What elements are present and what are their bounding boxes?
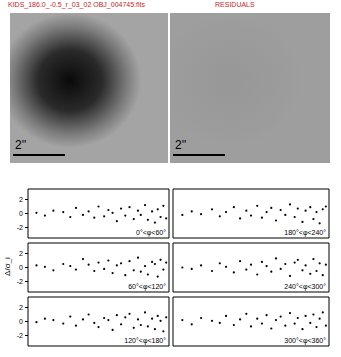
svg-text:0: 0: [19, 264, 23, 271]
svg-text:0: 0: [19, 318, 23, 325]
html-text:300°<φ<360°: 300°<φ<360°: [284, 337, 326, 344]
html-text:60°<φ<120°: 60°<φ<120°: [128, 283, 166, 290]
html-text:RESIDUALS: RESIDUALS: [215, 1, 255, 8]
svg-text:-2: -2: [17, 278, 23, 285]
svg-text:2: 2: [19, 304, 23, 311]
svg-text:-2: -2: [17, 332, 23, 339]
svg-text:-2: -2: [17, 224, 23, 231]
svg-text:2: 2: [19, 196, 23, 203]
svg-text:0: 0: [19, 210, 23, 217]
html-text:0°<φ<60°: 0°<φ<60°: [136, 229, 166, 236]
html-text:120°<φ<180°: 120°<φ<180°: [124, 337, 166, 344]
html-text:KIDS_186.0_-0.5_r_03_02 OBJ_00: KIDS_186.0_-0.5_r_03_02 OBJ_004745.fits: [8, 1, 145, 8]
svg-text:2: 2: [19, 250, 23, 257]
html-text:2'': 2'': [175, 138, 187, 152]
html-text:Δ/σ_i: Δ/σ_i: [2, 257, 12, 276]
html-text:2'': 2'': [15, 138, 27, 152]
html-text:180°<φ<240°: 180°<φ<240°: [284, 229, 326, 236]
html-text:240°<φ<300°: 240°<φ<300°: [284, 283, 326, 290]
